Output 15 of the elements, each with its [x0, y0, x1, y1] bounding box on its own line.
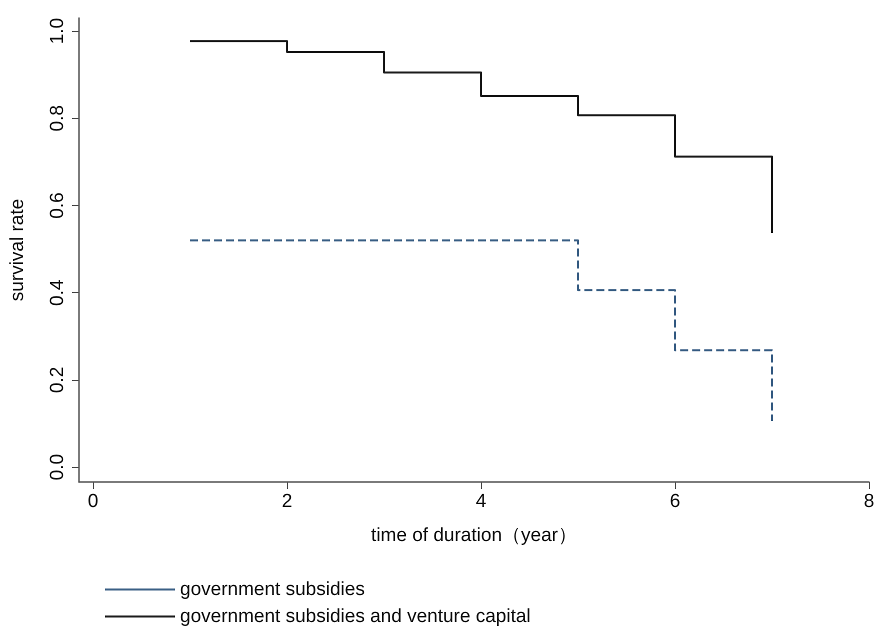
legend-label: government subsidies [180, 579, 365, 600]
x-tick-label: 8 [864, 491, 874, 512]
y-tick-label: 0.4 [47, 279, 68, 306]
y-tick-label: 1.0 [47, 18, 68, 44]
x-tick-label: 0 [88, 491, 98, 512]
y-tick-label: 0.6 [47, 192, 68, 219]
x-tick-label: 2 [282, 491, 292, 512]
y-tick-label: 0.0 [47, 454, 68, 480]
legend-label: government subsidies and venture capital [180, 606, 531, 627]
y-tick-label: 0.2 [47, 366, 68, 394]
y-tick-label: 0.8 [47, 105, 68, 132]
x-tick-label: 4 [476, 491, 487, 512]
y-axis-title: survival rate [7, 198, 28, 302]
x-axis-title: time of duration（year） [371, 525, 577, 546]
x-tick-label: 6 [670, 491, 680, 512]
